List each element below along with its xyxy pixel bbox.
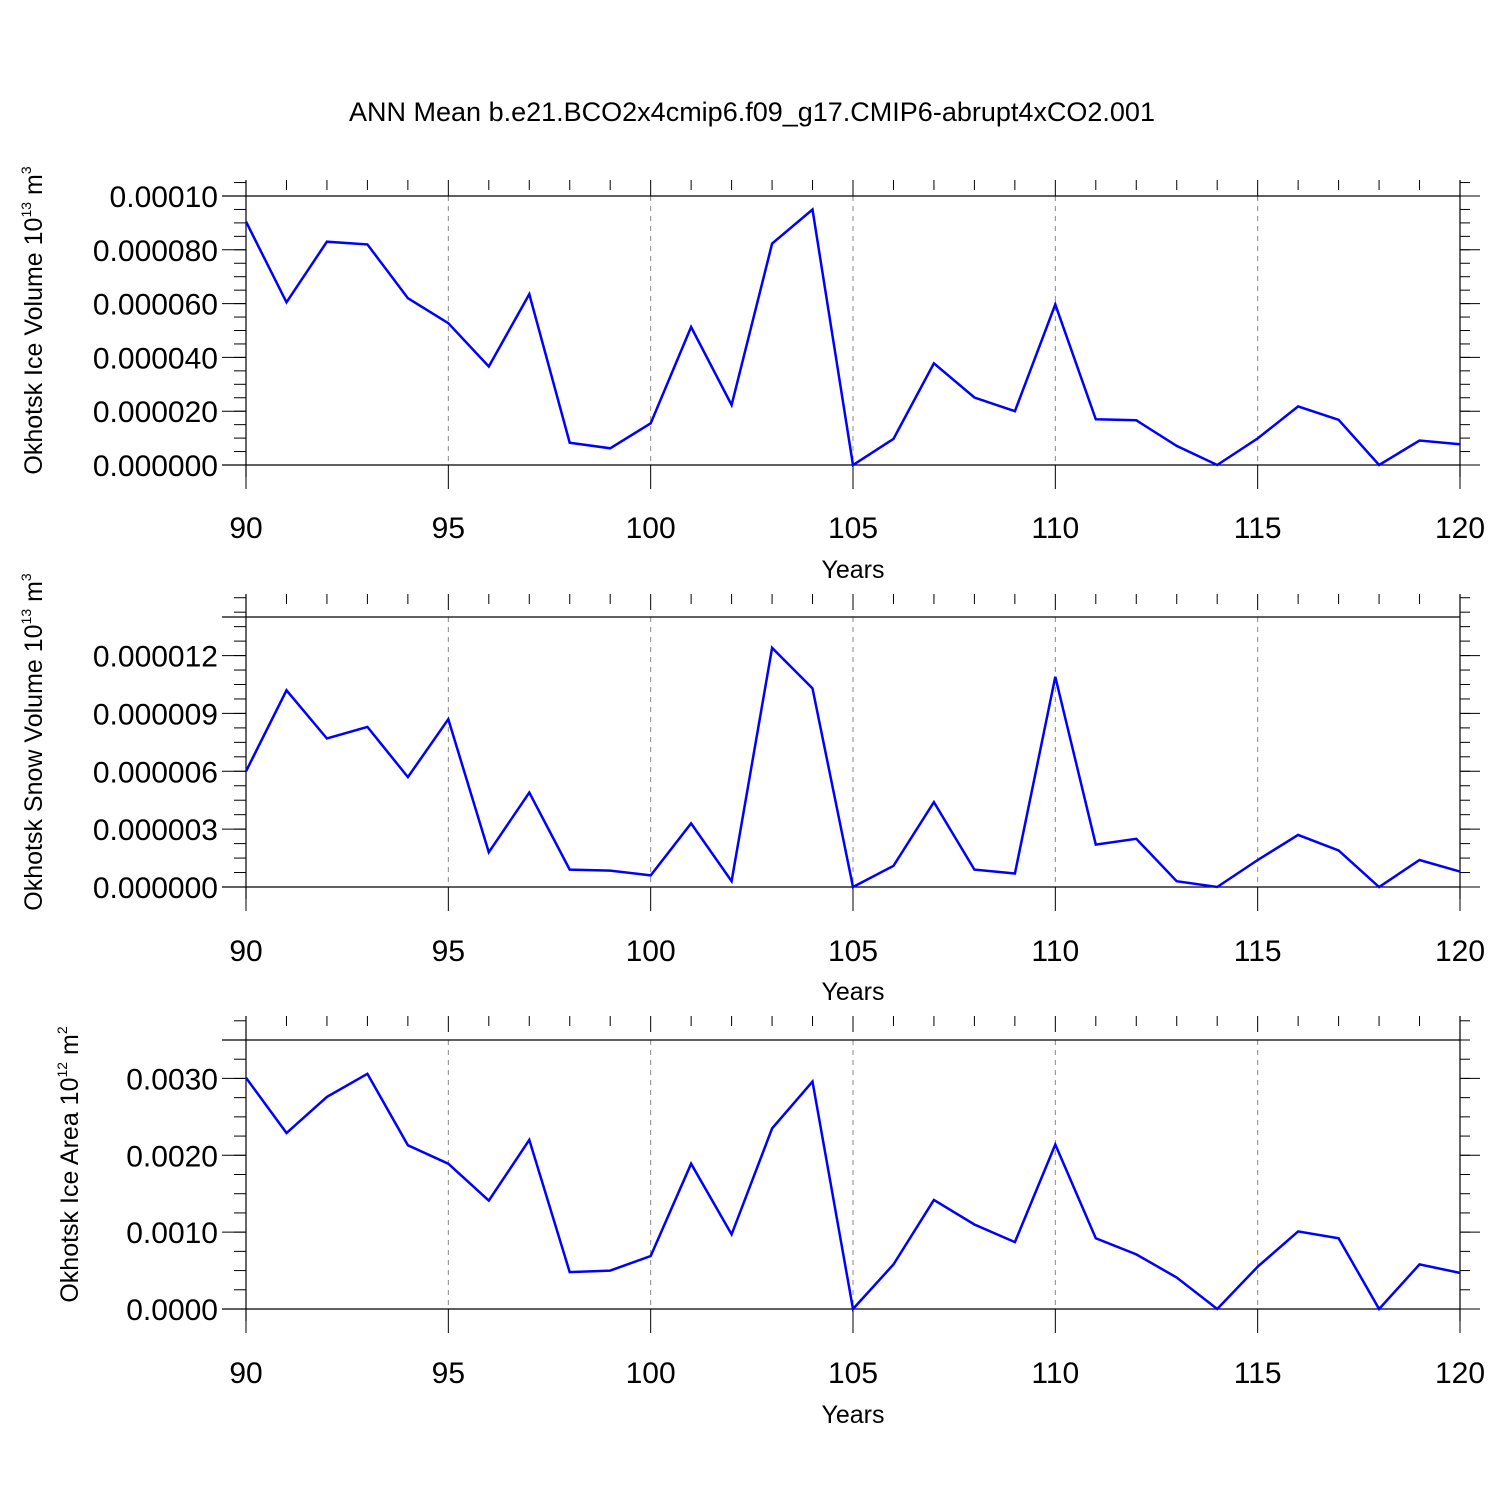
x-axis-label: Years [821, 978, 884, 1006]
x-tick-label: 110 [1031, 1357, 1079, 1390]
y-tick-label: 0.000000 [93, 450, 218, 483]
x-tick-label: 95 [432, 512, 465, 545]
panel-3: 90 95 100 105 110 115 120 0.0000 0.0010 0.0020 0.0… [54, 1016, 1485, 1429]
x-tick-label: 100 [626, 935, 676, 968]
x-tick-label: 105 [828, 935, 878, 968]
x-axis-label: Years [821, 556, 884, 584]
y-tick-label: 0.000000 [93, 872, 218, 905]
y-tick-label: 0.000006 [93, 756, 218, 789]
x-tick-label: 120 [1435, 512, 1485, 545]
y-tick-label: 0.0030 [126, 1063, 218, 1096]
series-line [244, 645, 1461, 889]
panel-2: 90 95 100 105 110 115 120 0.000000 0.000003 0.000… [18, 573, 1485, 1006]
y-tick-label: 0.000009 [93, 698, 218, 731]
y-tick-label: 0.0000 [126, 1294, 218, 1327]
x-tick-label: 115 [1234, 512, 1282, 545]
y-axis-label: Okhotsk Ice Area 1012 m2 [54, 1026, 84, 1302]
x-tick-label: 90 [229, 935, 262, 968]
x-tick-label: 90 [229, 1357, 262, 1390]
x-tick-label: 105 [828, 512, 878, 545]
y-tick-label: 0.0020 [126, 1140, 218, 1173]
x-tick-label: 95 [432, 1357, 465, 1390]
x-tick-label: 110 [1031, 935, 1079, 968]
x-tick-label: 110 [1031, 512, 1079, 545]
y-tick-label: 0.000012 [93, 641, 218, 674]
y-axis-label: Okhotsk Snow Volume 1013 m3 [18, 573, 48, 911]
x-tick-label: 100 [626, 1357, 676, 1390]
x-tick-label: 105 [828, 1357, 878, 1390]
panel-1: 90 95 100 105 110 115 120 0.000000 0.000020 0.000… [18, 166, 1485, 584]
x-tick-label: 115 [1234, 1357, 1282, 1390]
x-tick-label: 120 [1435, 1357, 1485, 1390]
y-tick-label: 0.000060 [93, 289, 218, 322]
x-tick-label: 120 [1435, 935, 1485, 968]
y-tick-label: 0.000020 [93, 396, 218, 429]
chart-title: ANN Mean b.e21.BCO2x4cmip6.f09_g17.CMIP6… [349, 97, 1155, 127]
y-tick-label: 0.000040 [93, 342, 218, 375]
series-line [244, 207, 1461, 468]
y-tick-label: 0.000080 [93, 235, 218, 268]
y-tick-label: 0.0010 [126, 1217, 218, 1250]
y-tick-label: 0.000003 [93, 814, 218, 847]
x-axis-label: Years [821, 1401, 884, 1429]
x-tick-label: 115 [1234, 935, 1282, 968]
x-tick-label: 95 [432, 935, 465, 968]
series-line [244, 1072, 1461, 1312]
y-tick-label: 0.00010 [110, 181, 218, 214]
x-tick-label: 100 [626, 512, 676, 545]
y-axis-label: Okhotsk Ice Volume 1013 m3 [18, 166, 48, 474]
x-tick-label: 90 [229, 512, 262, 545]
